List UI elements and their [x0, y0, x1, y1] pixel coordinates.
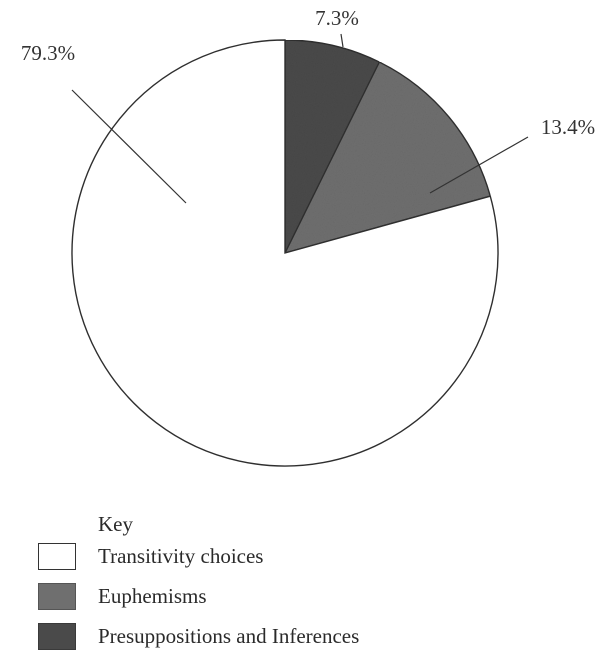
leader-line-presuppositions-and-inferences — [340, 33, 344, 48]
legend-title: Key — [98, 512, 133, 536]
pie-slice-euphemisms — [283, 61, 492, 255]
pie-slice-transitivity-choices — [71, 39, 499, 467]
legend-item-euphemisms: Euphemisms — [38, 576, 518, 616]
legend-swatch-presuppositions-and-inferences — [38, 622, 76, 650]
legend: Key Transitivity choices Euphemisms Pres… — [38, 512, 518, 656]
legend-label-euphemisms: Euphemisms — [98, 583, 207, 608]
leader-line-transitivity-choices — [71, 89, 187, 204]
legend-swatch-euphemisms — [38, 582, 76, 610]
leader-line-euphemisms — [429, 136, 529, 194]
legend-item-presuppositions-and-inferences: Presuppositions and Inferences — [38, 616, 518, 656]
data-label-transitivity-choices: 79.3% — [21, 41, 75, 65]
legend-label-transitivity-choices: Transitivity choices — [98, 543, 264, 568]
data-label-euphemisms: 13.4% — [541, 115, 595, 139]
pie-slice-presuppositions-and-inferences — [284, 39, 381, 254]
legend-item-transitivity-choices: Transitivity choices — [38, 536, 518, 576]
data-label-presuppositions-and-inferences: 7.3% — [315, 6, 359, 30]
legend-label-presuppositions-and-inferences: Presuppositions and Inferences — [98, 623, 360, 648]
legend-swatch-transitivity-choices — [38, 542, 76, 570]
